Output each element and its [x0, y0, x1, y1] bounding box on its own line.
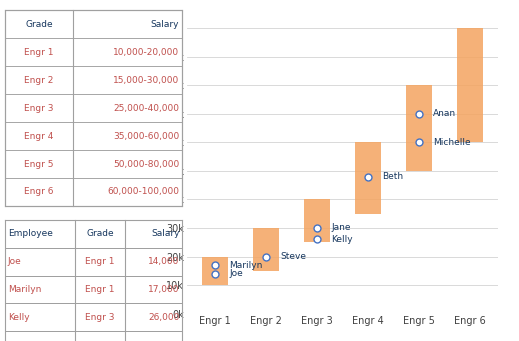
Text: Marilyn: Marilyn	[229, 261, 263, 270]
Text: Engr 3: Engr 3	[24, 104, 53, 113]
Text: Grade: Grade	[86, 229, 114, 238]
Bar	[202, 256, 228, 285]
Text: Marilyn: Marilyn	[8, 285, 41, 294]
Bar	[406, 85, 432, 171]
Text: Engr 6: Engr 6	[24, 188, 53, 196]
Text: 10,000-20,000: 10,000-20,000	[113, 48, 179, 57]
Text: 50,000-80,000: 50,000-80,000	[113, 160, 179, 168]
Point	[313, 237, 321, 242]
Point	[211, 263, 219, 268]
Text: Jane: Jane	[331, 223, 351, 233]
Text: Joe: Joe	[229, 269, 243, 278]
Text: Kelly: Kelly	[331, 235, 353, 244]
Text: Engr 1: Engr 1	[85, 285, 115, 294]
Text: 60,000-100,000: 60,000-100,000	[107, 188, 179, 196]
Bar	[253, 228, 279, 271]
Bar	[304, 199, 330, 242]
Bar	[457, 28, 483, 142]
Text: Beth: Beth	[383, 172, 403, 181]
Text: Salary: Salary	[151, 229, 180, 238]
Text: Engr 1: Engr 1	[85, 257, 115, 266]
Text: 35,000-60,000: 35,000-60,000	[113, 132, 179, 140]
Text: Joe: Joe	[8, 257, 21, 266]
Text: Steve: Steve	[280, 252, 306, 261]
Text: Engr 3: Engr 3	[85, 313, 115, 322]
Text: 25,000-40,000: 25,000-40,000	[113, 104, 179, 113]
Text: Engr 4: Engr 4	[24, 132, 53, 140]
Point	[415, 111, 424, 116]
Text: Michelle: Michelle	[433, 138, 471, 147]
Text: Salary: Salary	[151, 20, 179, 29]
Text: Anan: Anan	[433, 109, 457, 118]
Point	[313, 225, 321, 231]
Text: Employee: Employee	[8, 229, 52, 238]
Text: 17,000: 17,000	[148, 285, 180, 294]
Point	[262, 254, 270, 259]
Text: 14,000: 14,000	[148, 257, 180, 266]
Text: 26,000: 26,000	[148, 313, 180, 322]
Text: Engr 1: Engr 1	[24, 48, 53, 57]
Point	[415, 139, 424, 145]
Text: Engr 5: Engr 5	[24, 160, 53, 168]
Point	[211, 271, 219, 277]
Text: Kelly: Kelly	[8, 313, 30, 322]
Point	[364, 174, 372, 179]
Bar	[356, 142, 381, 214]
Text: Engr 2: Engr 2	[24, 76, 53, 85]
Text: 15,000-30,000: 15,000-30,000	[113, 76, 179, 85]
Text: Grade: Grade	[25, 20, 53, 29]
